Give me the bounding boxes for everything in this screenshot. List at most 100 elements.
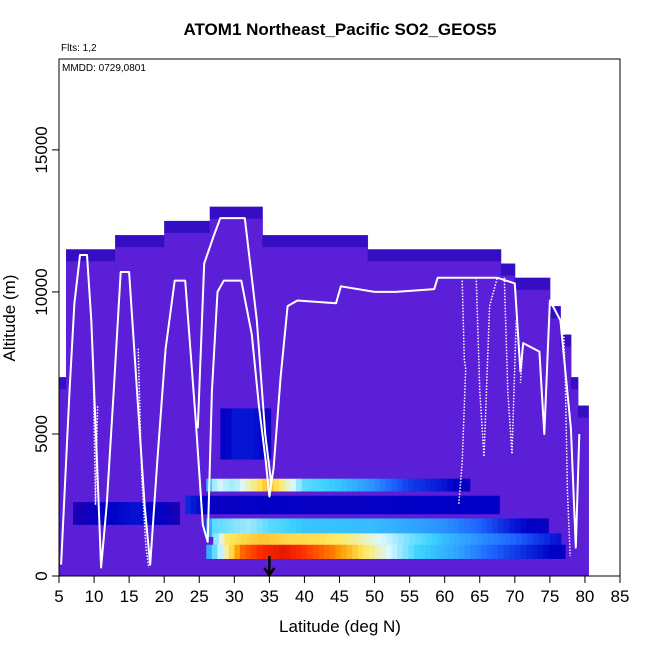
plume-cell	[398, 495, 405, 515]
plume-cell	[190, 495, 197, 515]
marker-arrow-head	[263, 567, 276, 578]
plume-cell	[374, 478, 381, 492]
plume-cell	[245, 518, 252, 537]
plume-cell	[262, 478, 269, 492]
plume-cell	[391, 518, 398, 537]
y-axis: 0 5000 10000 15000	[32, 126, 60, 581]
plume-cell	[514, 518, 521, 537]
plume-cell	[471, 533, 478, 548]
plume-cell	[475, 518, 482, 537]
plume-cell	[312, 518, 319, 537]
plume-cell	[402, 478, 409, 492]
x-tick-label: 75	[540, 587, 559, 606]
plume-cell	[497, 544, 504, 559]
plume-cell	[387, 495, 394, 515]
plume-cell	[353, 495, 360, 515]
plume-cell	[251, 478, 258, 492]
curtain-top-cell	[500, 263, 515, 276]
plume-cell	[303, 533, 310, 548]
flight-track-dotted-segment	[561, 300, 571, 557]
plume-cell	[514, 544, 521, 559]
plume-cell	[464, 544, 471, 559]
plume-cell	[331, 533, 338, 548]
plume-cell	[359, 533, 366, 548]
plume-cell	[481, 544, 488, 559]
x-tick-label: 65	[470, 587, 489, 606]
plume-cell	[129, 502, 136, 525]
plume-cell	[392, 495, 399, 515]
plume-cell	[262, 544, 269, 559]
plume-cell	[559, 544, 566, 559]
plume-cell	[370, 495, 377, 515]
plume-cell	[239, 544, 246, 559]
curtain-top-cell	[514, 277, 550, 290]
x-tick-label: 5	[54, 587, 63, 606]
plume-cell	[368, 478, 375, 492]
plume-cell	[269, 495, 276, 515]
plume-cell	[481, 518, 488, 537]
plume-cell	[347, 533, 354, 548]
plume-cell	[256, 518, 263, 537]
plume-cell	[392, 533, 399, 548]
plume-cell	[196, 495, 203, 515]
plume-cell	[526, 518, 533, 537]
plume-cell	[314, 533, 321, 548]
plume-cell	[381, 495, 388, 515]
plume-cell	[252, 495, 259, 515]
plume-cell	[220, 408, 227, 460]
plume-cell	[436, 478, 443, 492]
plume-cell	[106, 502, 113, 525]
plume-cell	[499, 533, 506, 548]
plume-cell	[402, 544, 409, 559]
plume-cell	[241, 495, 248, 515]
plume-cell	[274, 495, 281, 515]
plume-cell	[346, 544, 353, 559]
plume-cell	[370, 533, 377, 548]
plume-cell	[286, 495, 293, 515]
plume-cell	[336, 533, 343, 548]
plume-cell	[402, 518, 409, 537]
plume-cell	[391, 478, 398, 492]
curtain-column	[209, 206, 263, 576]
plume-cell	[123, 502, 130, 525]
flight-track-upper-line	[196, 217, 273, 486]
curtain-top-cell	[577, 405, 589, 418]
plume-cell	[488, 533, 495, 548]
plume-cell	[273, 544, 280, 559]
plume-cell	[174, 502, 181, 525]
plume-cell	[228, 478, 235, 492]
plume-cell	[509, 518, 516, 537]
plume-cell	[363, 544, 370, 559]
flight-track-dotted-segment	[503, 277, 517, 455]
plume-cell	[510, 533, 517, 548]
plume-cell	[267, 518, 274, 537]
plot-area	[59, 206, 589, 576]
plume-cell	[329, 478, 336, 492]
plume-cell	[469, 544, 476, 559]
plume-cell	[223, 478, 230, 492]
plume-cell	[385, 518, 392, 537]
plume-cell	[419, 518, 426, 537]
plume-cell	[307, 518, 314, 537]
plume-cell	[301, 478, 308, 492]
plume-cell	[206, 518, 213, 537]
plume-cell	[380, 544, 387, 559]
plume-cell	[363, 518, 370, 537]
plume-cell	[425, 544, 432, 559]
plume-cell	[312, 478, 319, 492]
plume-cell	[465, 533, 472, 548]
y-axis-label: Altitude (m)	[0, 275, 19, 362]
plume-cell	[385, 544, 392, 559]
plume-cell	[408, 478, 415, 492]
plume-cell	[458, 518, 465, 537]
plume-cell	[441, 478, 448, 492]
plume-cell	[516, 533, 523, 548]
plume-cell	[471, 495, 478, 515]
x-tick-label: 25	[190, 587, 209, 606]
plume-cell	[324, 544, 331, 559]
plume-cell	[542, 518, 549, 537]
plume-cell	[235, 533, 242, 548]
plume-cell	[340, 518, 347, 537]
plume-cell	[303, 495, 310, 515]
plume-cell	[224, 495, 231, 515]
